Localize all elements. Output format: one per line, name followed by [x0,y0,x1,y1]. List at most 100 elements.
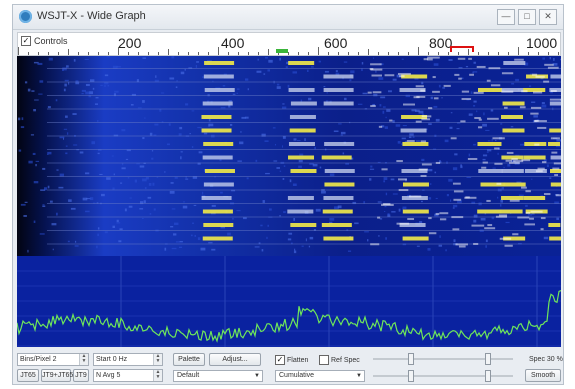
rx-frequency-marker[interactable] [276,49,288,53]
waterfall-noise [58,186,64,189]
waterfall-noise [429,183,432,185]
n-avg-spinbox[interactable]: N Avg 5 ▲ ▼ [93,369,163,382]
waterfall-noise [185,178,189,180]
signal-speckle [517,216,530,219]
waterfall-noise [454,153,458,156]
signal-speckle [529,217,534,220]
jt65-button[interactable]: JT65 [17,369,39,382]
spin-arrows-icon[interactable]: ▲ ▼ [79,354,88,365]
waterfall-noise [112,225,115,229]
flatten-checkbox-box[interactable]: ✓ [275,355,285,365]
waterfall-noise [473,143,476,146]
signal-speckle [389,119,393,122]
ruler-tick [218,47,219,55]
wide-graph-window: WSJT-X - Wide Graph — □ ✕ ✓ Controls 200… [12,4,564,385]
waterfall-noise [552,63,558,66]
minimize-button[interactable]: — [497,9,515,25]
waterfall-noise [373,93,378,97]
close-button[interactable]: ✕ [539,9,557,25]
signal-speckle [499,237,512,240]
waterfall-noise [173,233,177,236]
jt9-button[interactable]: JT9 [73,369,89,382]
waterfall-noise [468,113,473,116]
decoded-signal-trace [288,155,315,160]
signal-speckle [532,91,543,94]
waterfall-noise [386,109,391,112]
waterfall-noise [136,79,139,83]
zero-slider[interactable] [373,370,513,382]
ruler-tick [68,49,69,55]
flatten-checkbox[interactable]: ✓ Flatten [275,355,308,365]
waterfall-noise [91,141,96,145]
jt9-jt65-button[interactable]: JT9+JT65 [41,369,73,382]
waterfall-noise [379,104,382,107]
waterfall-noise [203,132,208,135]
signal-speckle [443,84,451,87]
waterfall-noise [169,190,175,194]
zero-slider-thumb[interactable] [485,353,491,365]
ref-spec-checkbox-box[interactable] [319,355,329,365]
ruler-tick [228,52,229,55]
waterfall-noise [258,242,261,245]
waterfall-noise [64,83,67,87]
waterfall-noise [402,243,407,246]
signal-speckle [370,68,383,71]
zero-slider-thumb[interactable] [485,370,491,382]
gain-slider[interactable] [373,353,513,365]
waterfall-noise [350,70,355,74]
waterfall-noise [378,77,384,80]
waterfall-noise [174,176,178,179]
ref-spec-checkbox[interactable]: Ref Spec [319,355,360,365]
waterfall-noise [422,189,425,191]
waterfall-display[interactable] [17,56,561,256]
waterfall-noise [63,128,68,130]
waterfall-noise [153,208,156,211]
waterfall-noise [472,71,478,73]
smooth-button[interactable]: Smooth [525,369,561,382]
spin-arrows-icon[interactable]: ▲ ▼ [153,370,162,381]
decoded-signal-trace [523,196,546,200]
maximize-button[interactable]: □ [518,9,536,25]
palette-select[interactable]: Default ▼ [173,370,263,382]
gain-slider-thumb[interactable] [408,353,414,365]
waterfall-noise [48,57,53,61]
start-freq-spinbox[interactable]: Start 0 Hz ▲ ▼ [93,353,163,366]
decoded-signal-trace [323,88,354,92]
waterfall-noise [219,159,222,162]
title-bar: WSJT-X - Wide Graph — □ ✕ [13,5,563,30]
spin-arrows-icon[interactable]: ▲ ▼ [153,354,162,365]
waterfall-noise [434,171,437,174]
waterfall-noise [485,245,487,248]
controls-checkbox[interactable]: ✓ Controls [21,36,68,46]
waterfall-noise [326,92,328,94]
bins-per-pixel-spinbox[interactable]: Bins/Pixel 2 ▲ ▼ [17,353,89,366]
waterfall-noise [433,105,438,108]
adjust-button[interactable]: Adjust... [209,353,261,366]
waterfall-noise [391,211,396,213]
spectrum-mode-select[interactable]: Cumulative ▼ [275,370,365,382]
waterfall-noise [21,117,24,121]
waterfall-noise [171,56,175,59]
decoded-signal-trace [549,88,561,92]
zero-slider-thumb[interactable] [408,370,414,382]
ruler-tick-label: 400 [221,35,245,51]
waterfall-noise [555,144,561,148]
waterfall-noise [402,125,407,127]
ruler-tick [278,52,279,55]
waterfall-noise [401,137,406,140]
controls-checkbox-box[interactable]: ✓ [21,36,31,46]
waterfall-noise [202,191,204,195]
waterfall-noise [379,218,383,220]
waterfall-noise [435,197,438,199]
decoded-signal-trace [287,209,314,214]
tx-frequency-marker[interactable] [450,46,474,52]
frequency-ruler[interactable]: ✓ Controls 200 400 600 800 1000 [17,32,561,56]
decoded-signal-trace [203,142,234,146]
palette-button[interactable]: Palette [173,353,205,366]
ruler-tick [418,47,419,55]
signal-speckle [454,73,460,76]
spectrum-plot[interactable] [17,256,561,347]
waterfall-noise [533,115,538,118]
signal-speckle [540,217,546,220]
waterfall-noise [97,120,99,122]
